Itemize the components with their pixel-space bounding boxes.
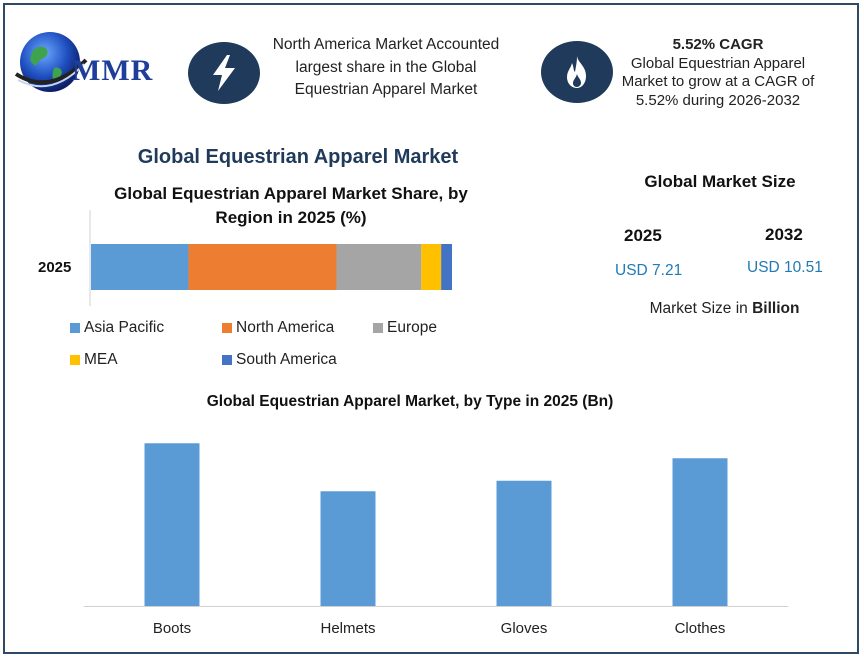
legend-swatch (373, 323, 383, 333)
share-bar-segment-mea (421, 244, 442, 290)
cagr-text: Global Equestrian Apparel Market to grow… (621, 54, 815, 109)
market-size-unit-prefix: Market Size in (649, 300, 753, 317)
legend-swatch (222, 355, 232, 365)
cagr-heading: 5.52% CAGR (672, 36, 764, 53)
share-bar-segment-asia-pacific (91, 244, 189, 290)
legend-label: South America (236, 351, 337, 368)
legend-label: North America (236, 319, 335, 336)
share-bar-segment-north-america (188, 244, 337, 290)
share-chart-category-label: 2025 (38, 259, 72, 276)
globe-icon (14, 32, 88, 92)
type-chart (84, 443, 788, 607)
infographic-frame (3, 3, 859, 654)
legend-item: North America (222, 319, 334, 337)
legend-label: Europe (387, 319, 437, 336)
type-chart-category-label: Gloves (500, 620, 548, 637)
share-chart (89, 210, 452, 306)
market-size-value-2032: USD 10.51 (747, 259, 823, 276)
type-chart-category-label: Helmets (320, 620, 376, 637)
page-title: Global Equestrian Apparel Market (137, 146, 459, 168)
share-chart-title: Global Equestrian Apparel Market Share, … (114, 184, 468, 227)
type-bar-clothes (672, 458, 728, 606)
lightning-bolt-icon (213, 55, 235, 91)
market-size-unit: Market Size in Billion (612, 300, 837, 318)
logo-text: MMR (72, 54, 154, 87)
legend-swatch (70, 323, 80, 333)
market-size-unit-bold: Billion (752, 300, 800, 317)
legend-item: Asia Pacific (70, 319, 164, 337)
legend-label: Asia Pacific (84, 319, 165, 336)
market-size-year-2032: 2032 (765, 225, 803, 244)
legend-item: South America (222, 351, 337, 369)
flame-icon (567, 56, 586, 88)
type-bar-gloves (496, 480, 552, 606)
type-chart-category-label: Boots (152, 620, 192, 637)
share-bar-segment-south-america (441, 244, 452, 290)
highlight-text-cagr: 5.52% CAGR Global Equestrian Apparel Mar… (614, 36, 822, 110)
legend-swatch (222, 323, 232, 333)
highlight-icon-circle (541, 41, 613, 103)
highlight-icon-circle (188, 42, 260, 104)
share-bar-segment-europe (336, 244, 422, 290)
legend-item: Europe (373, 319, 437, 337)
highlight-text-north-america: North America Market Accounted largest s… (272, 36, 500, 98)
type-bar-helmets (320, 491, 376, 606)
type-chart-title: Global Equestrian Apparel Market, by Typ… (206, 393, 614, 410)
type-chart-category-label: Clothes (674, 620, 726, 637)
legend-label: MEA (84, 351, 118, 368)
market-size-title: Global Market Size (644, 172, 796, 191)
market-size-value-2025: USD 7.21 (615, 262, 683, 279)
legend-item: MEA (70, 351, 118, 369)
type-bar-boots (144, 443, 200, 606)
legend-swatch (70, 355, 80, 365)
mmr-logo: MMR (10, 24, 175, 104)
market-size-year-2025: 2025 (624, 226, 662, 245)
